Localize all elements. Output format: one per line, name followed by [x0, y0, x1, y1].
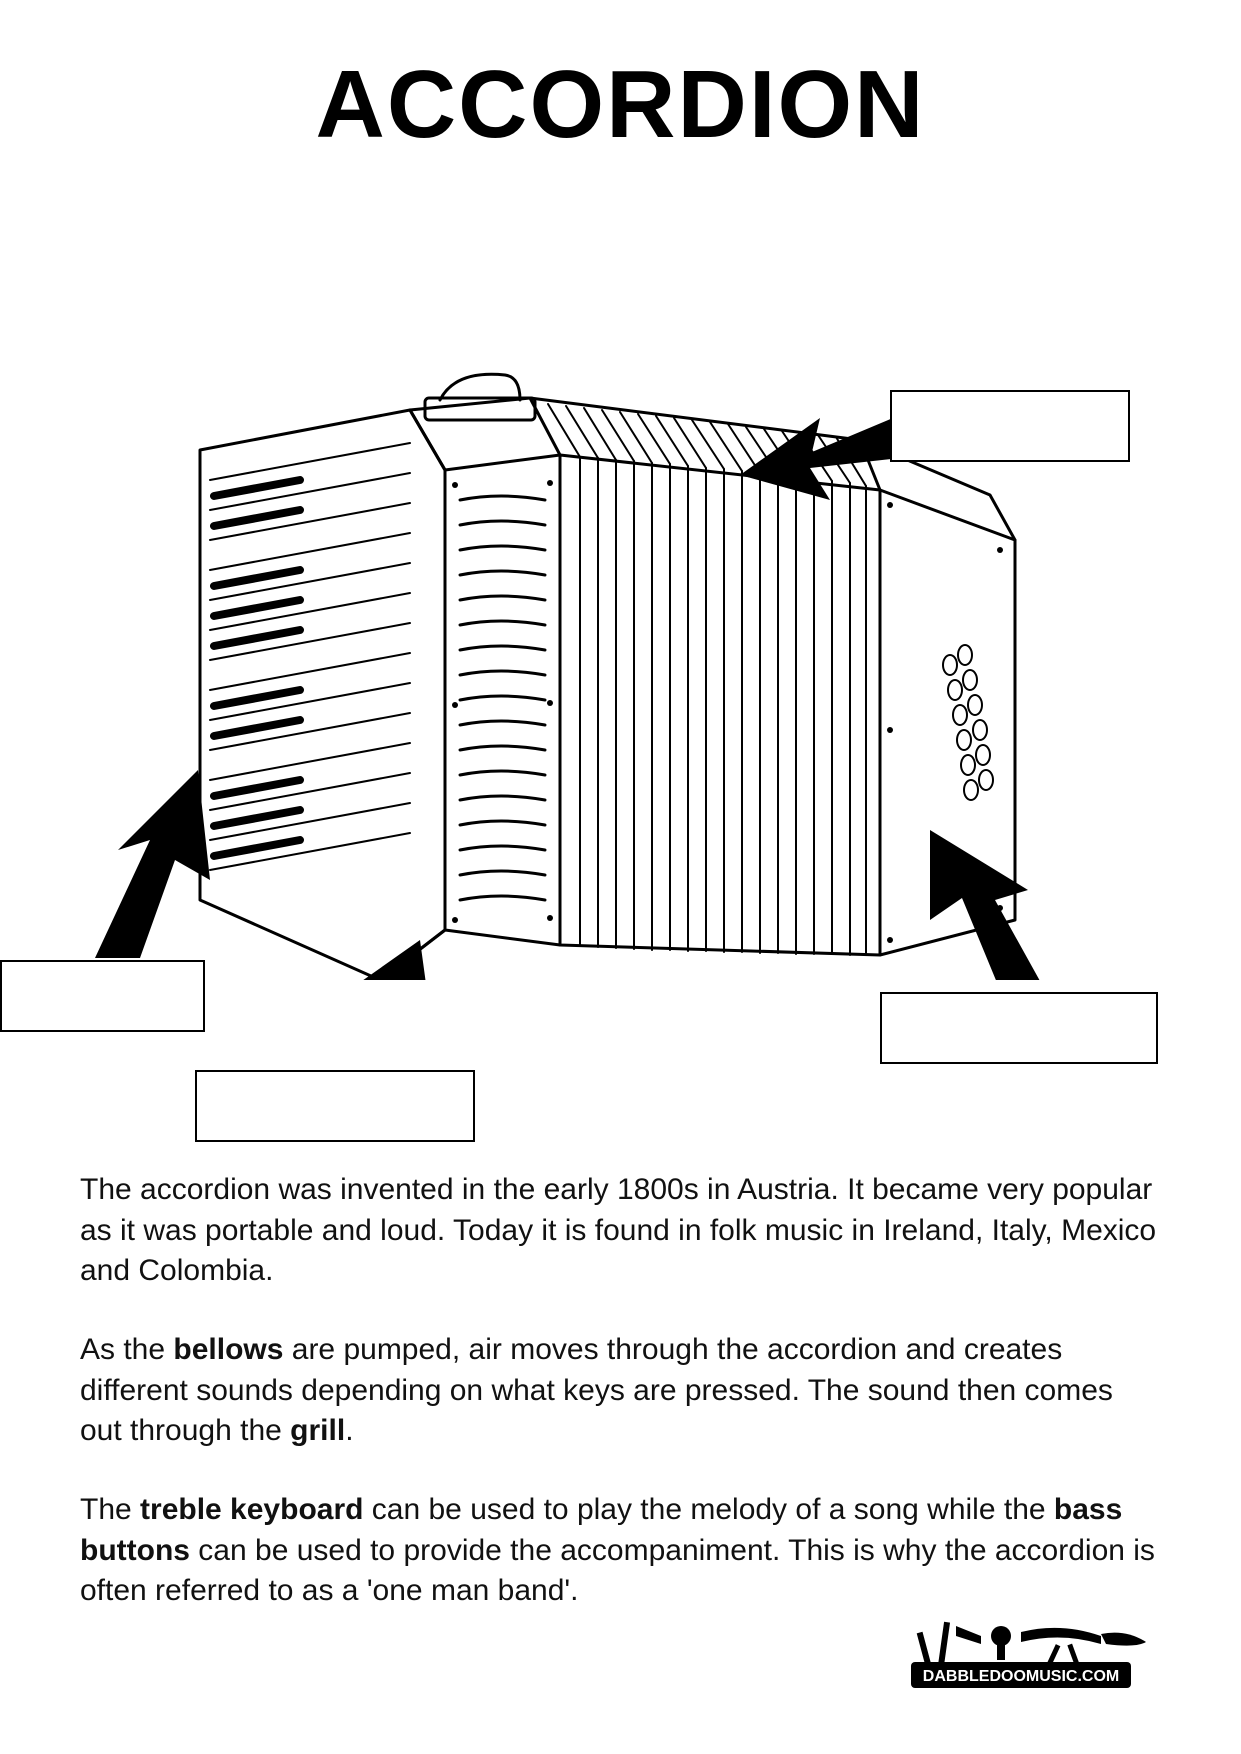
p2-pre: As the — [80, 1333, 173, 1366]
arrow-bottom-right — [0, 200, 1241, 980]
p2-bold-bellows: bellows — [173, 1333, 283, 1366]
p3-mid: can be used to play the melody of a song… — [363, 1493, 1053, 1526]
p2-bold-grill: grill — [290, 1414, 345, 1447]
logo-text: DABBLEDOOMUSIC.COM — [923, 1668, 1119, 1685]
paragraph-2: As the bellows are pumped, air moves thr… — [80, 1330, 1160, 1452]
p3-pre: The — [80, 1493, 140, 1526]
p1-text: The accordion was invented in the early … — [80, 1173, 1156, 1287]
accordion-diagram — [0, 200, 1241, 980]
label-box-top-right[interactable] — [890, 390, 1130, 462]
label-box-left[interactable] — [0, 960, 205, 1032]
p2-post: . — [345, 1414, 353, 1447]
p3-post: can be used to provide the accompaniment… — [80, 1534, 1155, 1608]
page-title: ACCORDION — [0, 50, 1241, 160]
paragraph-3: The treble keyboard can be used to play … — [80, 1490, 1160, 1612]
label-box-bottom-right[interactable] — [880, 992, 1158, 1064]
paragraph-1: The accordion was invented in the early … — [80, 1170, 1160, 1292]
label-box-bottom-mid[interactable] — [195, 1070, 475, 1142]
p3-bold-treble: treble keyboard — [140, 1493, 363, 1526]
dabbledoo-logo: DABBLEDOOMUSIC.COM — [901, 1614, 1161, 1704]
